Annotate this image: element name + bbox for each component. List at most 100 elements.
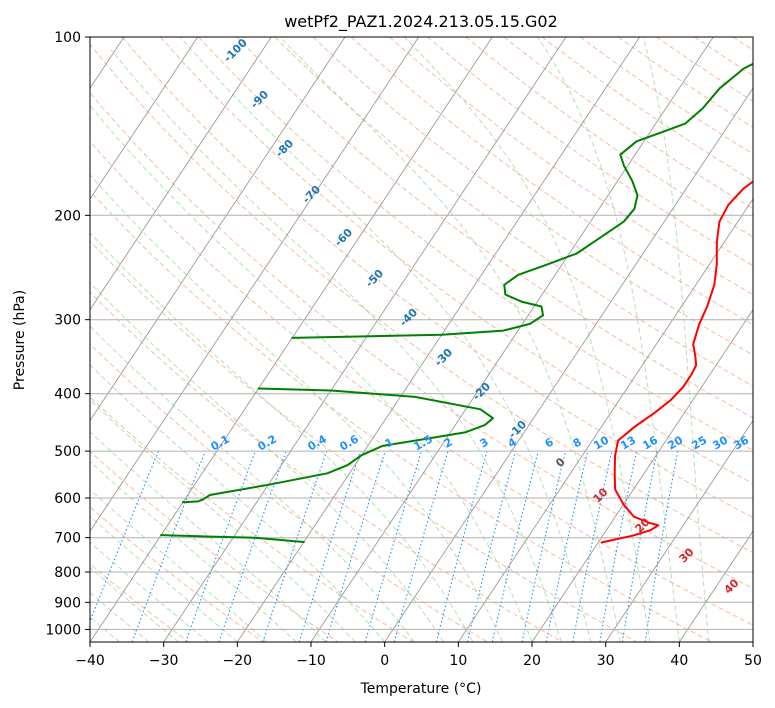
moist-adiabat	[90, 364, 386, 642]
mixing-ratio-label: 36	[731, 433, 751, 452]
isotherm-label: -100	[221, 36, 250, 65]
x-tick-label: 20	[523, 653, 541, 669]
isotherm-label: -30	[432, 346, 455, 369]
moist-adiabat	[90, 515, 238, 642]
moist-adiabat	[404, 37, 651, 642]
dry-adiabat	[274, 37, 753, 387]
moist-adiabat-label: 0	[553, 455, 568, 470]
isotherm-line	[90, 37, 272, 311]
mixing-ratio-line	[491, 450, 539, 642]
dry-adiabat	[618, 37, 753, 129]
background-lines	[90, 37, 753, 642]
mixing-ratio-label: 0.4	[306, 432, 330, 453]
moist-adiabat	[90, 488, 268, 642]
mixing-ratio-label: 16	[640, 433, 660, 452]
x-tick-label: −40	[75, 653, 105, 669]
y-tick-label: 300	[54, 313, 81, 329]
isotherm-line	[678, 530, 753, 642]
moist-adiabat	[90, 105, 533, 642]
y-tick-label: 700	[54, 531, 81, 547]
isotherm-line	[90, 37, 420, 533]
mixing-ratio-line	[185, 450, 256, 642]
grid-lines	[90, 37, 753, 642]
mixing-ratio-label: 1	[383, 435, 396, 450]
mixing-ratio-label: 3	[478, 435, 491, 450]
mixing-ratio-label: 0.2	[256, 432, 279, 453]
dry-adiabat	[90, 240, 638, 642]
data-lines	[160, 62, 753, 544]
isotherm-label: -20	[470, 380, 493, 403]
isotherm-line	[384, 87, 753, 642]
x-tick-label: −10	[296, 653, 326, 669]
y-tick-label: 400	[54, 387, 81, 403]
dry-adiabat	[90, 343, 488, 642]
y-tick-label: 200	[54, 208, 81, 224]
x-tick-label: −30	[149, 653, 179, 669]
series-line-3	[291, 62, 753, 339]
x-tick-label: 30	[597, 653, 615, 669]
isotherm-label: -50	[363, 267, 386, 290]
mixing-ratio-line	[325, 450, 386, 642]
isotherm-line	[531, 308, 753, 642]
isotherm-line	[457, 198, 753, 642]
moist-adiabat	[179, 37, 592, 642]
moist-adiabat	[110, 49, 562, 642]
dry-adiabat	[312, 37, 753, 356]
moist-adiabat	[90, 541, 209, 642]
mixing-ratio-label: 2	[442, 435, 455, 450]
dry-adiabat	[121, 37, 753, 519]
mixing-ratio-line	[298, 450, 362, 642]
x-axis: −40 −30 −20 −10 0 10 20 30 40 50	[75, 642, 762, 669]
dry-adiabat	[389, 37, 753, 296]
mixing-ratio-label: 0.1	[209, 432, 232, 453]
mixing-ratio-label: 6	[543, 435, 556, 450]
y-axis: 100 200 300 400 500 600 700 800 900 1000	[45, 30, 90, 638]
moist-adiabat-label: 10	[591, 485, 611, 505]
mixing-ratio-line	[90, 450, 160, 623]
dry-adiabat	[90, 450, 339, 642]
mixing-ratio-line	[644, 450, 679, 642]
mixing-ratio-label: 10	[591, 433, 611, 452]
mixing-ratio-line	[218, 450, 287, 642]
series-line-0	[600, 180, 753, 544]
x-tick-label: 10	[449, 653, 467, 669]
dry-adiabat	[350, 37, 753, 326]
y-tick-label: 1000	[45, 622, 81, 638]
dry-adiabat	[160, 37, 753, 485]
mixing-ratio-line	[545, 450, 589, 642]
moist-adiabat	[90, 431, 327, 642]
x-tick-label: 40	[670, 653, 688, 669]
dry-adiabat	[694, 37, 753, 77]
mixing-ratio-label: 0.6	[338, 432, 362, 453]
isotherm-line	[236, 37, 641, 642]
moist-adiabat	[90, 281, 445, 642]
y-tick-label: 800	[54, 565, 81, 581]
isotherm-line	[163, 37, 567, 642]
isotherm-line	[90, 37, 493, 642]
mixing-ratio-line	[364, 450, 423, 642]
mixing-ratio-line	[572, 450, 613, 642]
chart-title: wetPf2_PAZ1.2024.213.05.15.G02	[284, 12, 558, 32]
dry-adiabat	[198, 37, 753, 451]
mixing-ratio-label: 8	[571, 435, 584, 450]
x-tick-label: 50	[744, 653, 762, 669]
dry-adiabat	[90, 140, 753, 626]
moist-adiabat	[90, 591, 150, 642]
mixing-ratio-label: 1.5	[412, 432, 435, 453]
dry-adiabat	[90, 291, 563, 642]
isotherm-line	[90, 37, 199, 200]
dry-adiabat	[579, 37, 753, 155]
moist-adiabat-label: 40	[722, 576, 742, 596]
mixing-ratio-line	[521, 450, 567, 642]
series-line-1	[181, 387, 494, 504]
series-line-2	[160, 534, 305, 543]
moist-adiabat	[279, 37, 621, 642]
isotherm-line	[90, 37, 346, 422]
moist-adiabat	[537, 37, 680, 642]
x-tick-label: −20	[223, 653, 253, 669]
moist-adiabat	[90, 399, 356, 642]
y-tick-label: 600	[54, 491, 81, 507]
moist-adiabat	[90, 567, 179, 642]
dry-adiabat	[90, 396, 414, 642]
